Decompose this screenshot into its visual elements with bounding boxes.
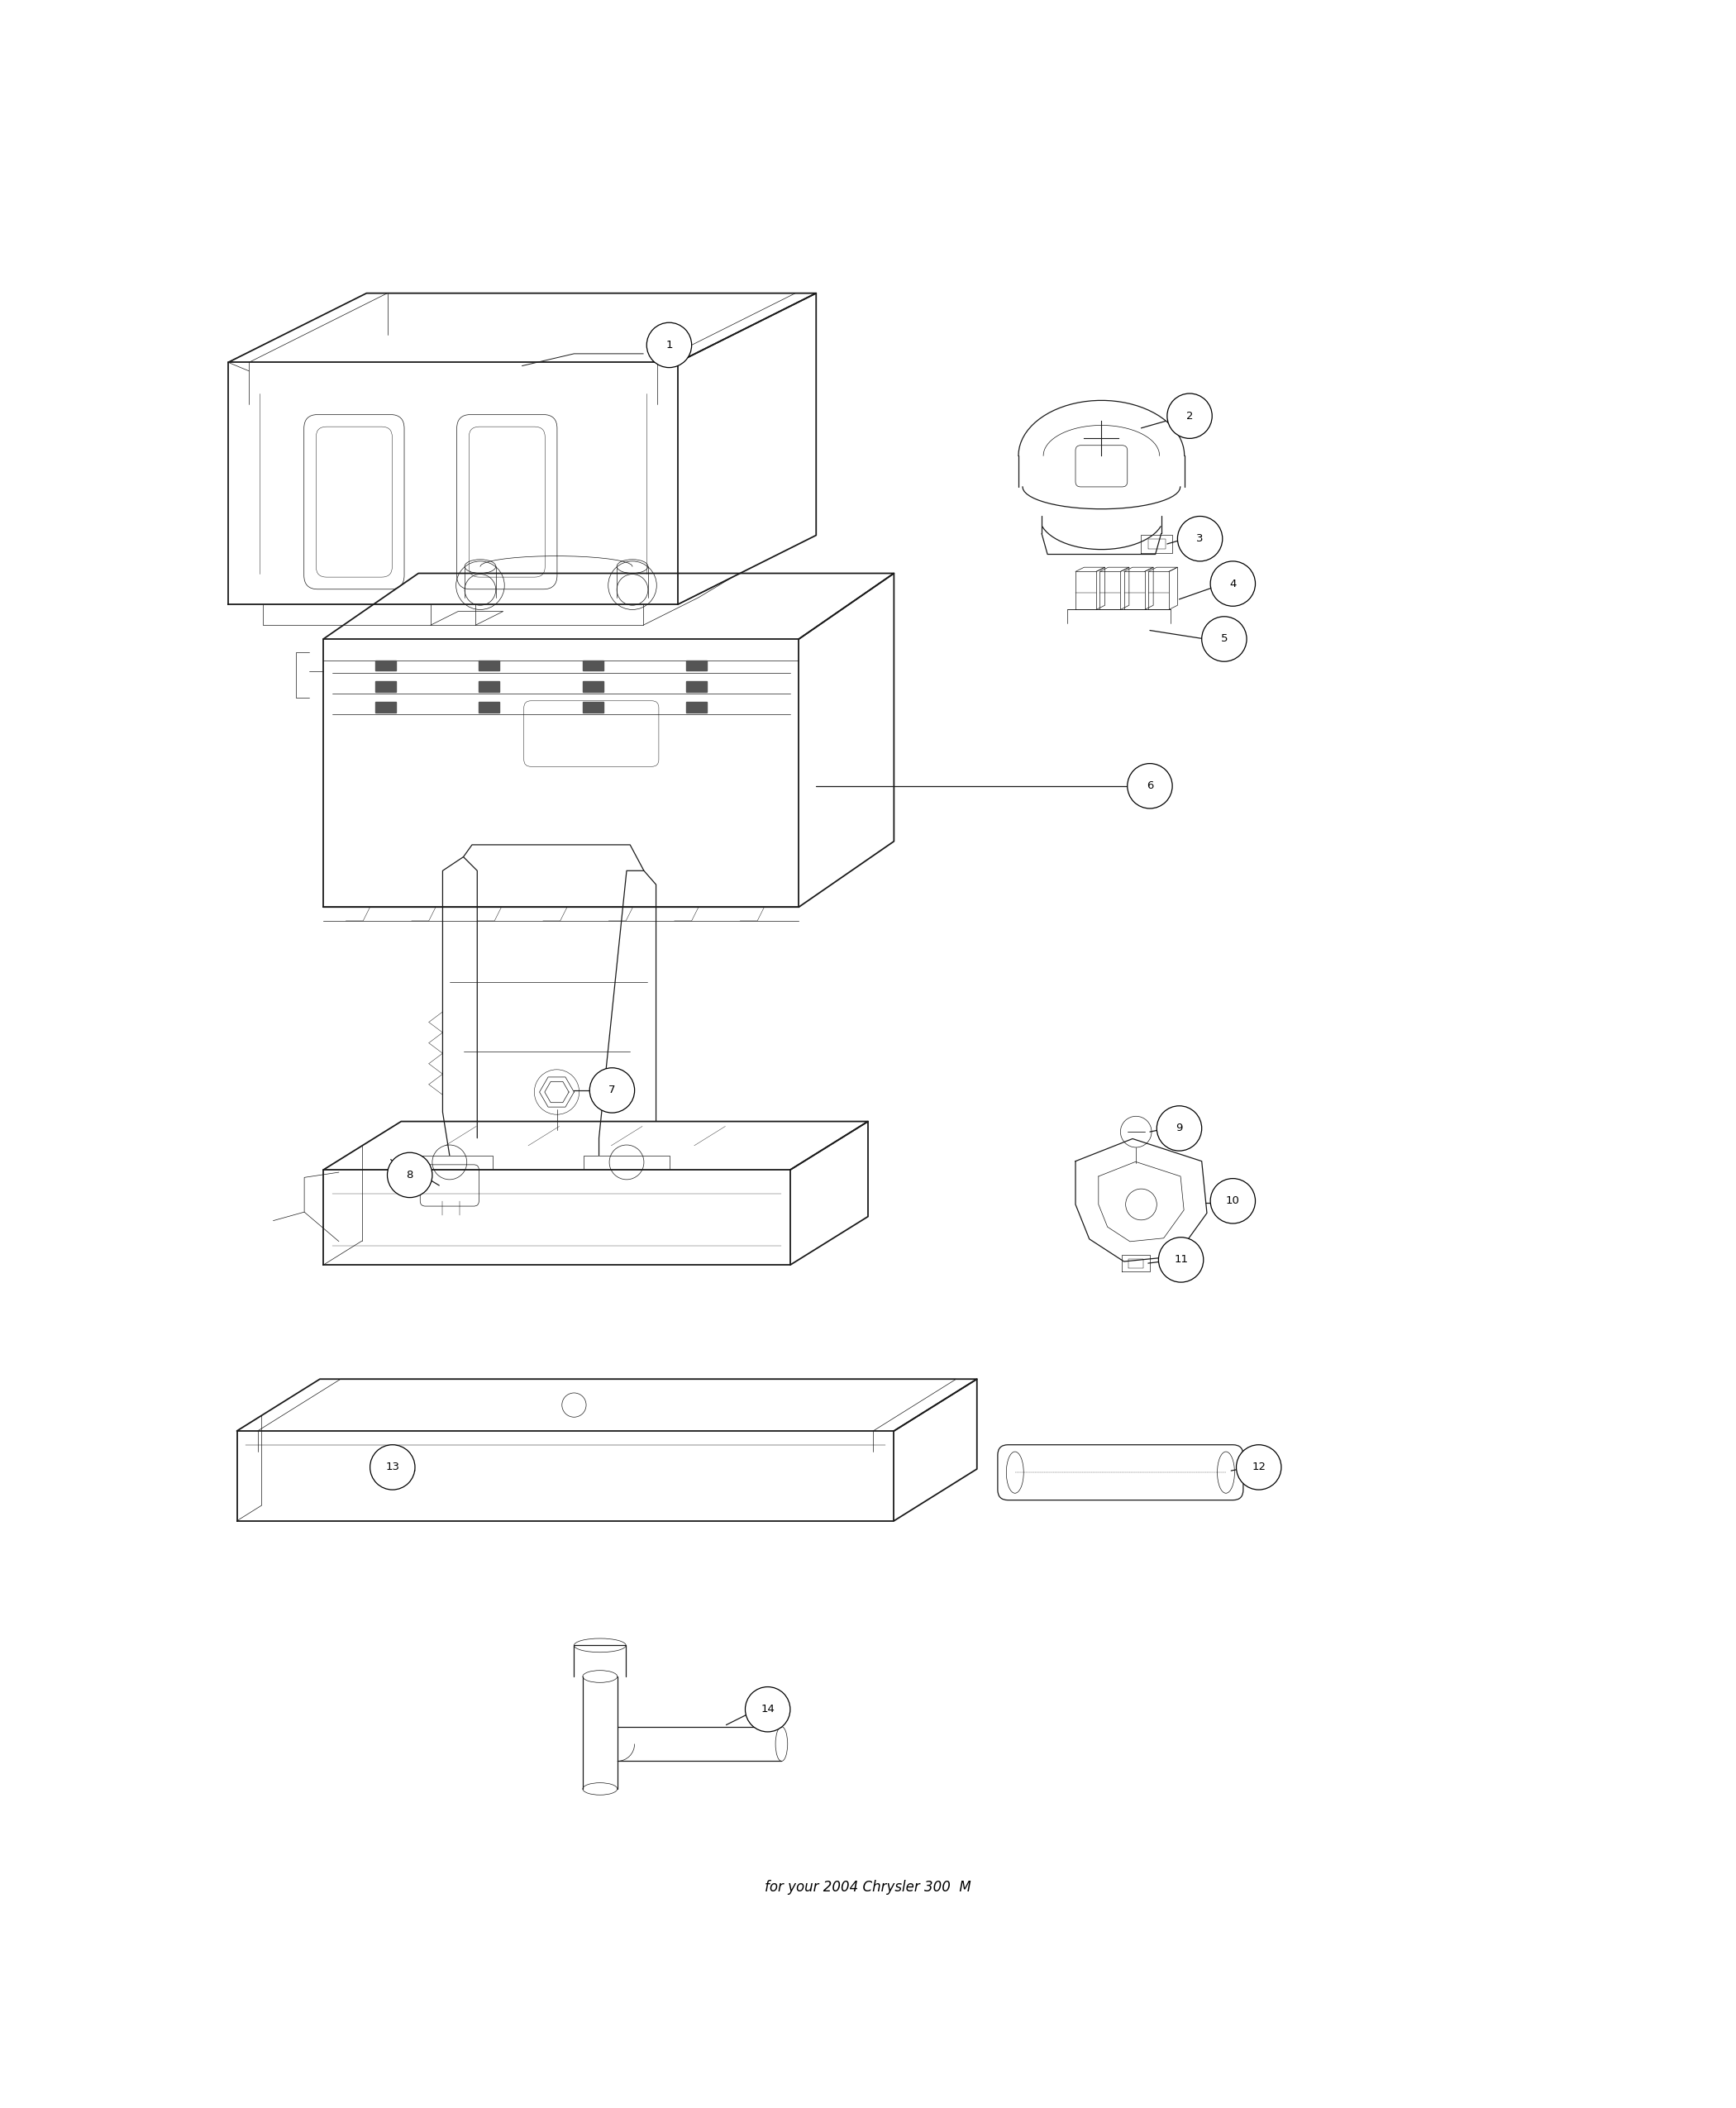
Polygon shape xyxy=(375,702,396,713)
Text: 8: 8 xyxy=(406,1170,413,1180)
Polygon shape xyxy=(583,681,604,691)
Circle shape xyxy=(1177,516,1222,561)
Polygon shape xyxy=(479,681,500,691)
Text: 12: 12 xyxy=(1252,1461,1266,1473)
Polygon shape xyxy=(686,681,707,691)
Circle shape xyxy=(590,1069,635,1113)
Text: 11: 11 xyxy=(1174,1254,1187,1265)
Polygon shape xyxy=(583,660,604,670)
Polygon shape xyxy=(686,702,707,713)
Circle shape xyxy=(1127,763,1172,809)
Text: 14: 14 xyxy=(760,1703,774,1714)
Polygon shape xyxy=(479,660,500,670)
Circle shape xyxy=(370,1444,415,1490)
Circle shape xyxy=(1236,1444,1281,1490)
Circle shape xyxy=(1210,1178,1255,1223)
Text: 10: 10 xyxy=(1226,1195,1240,1206)
Polygon shape xyxy=(583,702,604,713)
Circle shape xyxy=(1201,616,1246,662)
Circle shape xyxy=(648,323,691,367)
Circle shape xyxy=(1167,394,1212,438)
Text: 3: 3 xyxy=(1196,533,1203,544)
Circle shape xyxy=(1156,1107,1201,1151)
Text: 4: 4 xyxy=(1229,578,1236,588)
Text: 9: 9 xyxy=(1175,1124,1182,1134)
Circle shape xyxy=(387,1153,432,1197)
Polygon shape xyxy=(479,702,500,713)
Circle shape xyxy=(745,1686,790,1733)
Polygon shape xyxy=(686,660,707,670)
Circle shape xyxy=(1158,1237,1203,1282)
Polygon shape xyxy=(375,660,396,670)
Text: 7: 7 xyxy=(609,1086,616,1096)
Text: 13: 13 xyxy=(385,1461,399,1473)
Text: 6: 6 xyxy=(1146,780,1153,790)
Text: 2: 2 xyxy=(1186,411,1193,422)
Text: 1: 1 xyxy=(665,339,672,350)
Text: 5: 5 xyxy=(1220,635,1227,645)
Text: for your 2004 Chrysler 300  M: for your 2004 Chrysler 300 M xyxy=(766,1880,970,1895)
Polygon shape xyxy=(375,681,396,691)
Circle shape xyxy=(1210,561,1255,607)
